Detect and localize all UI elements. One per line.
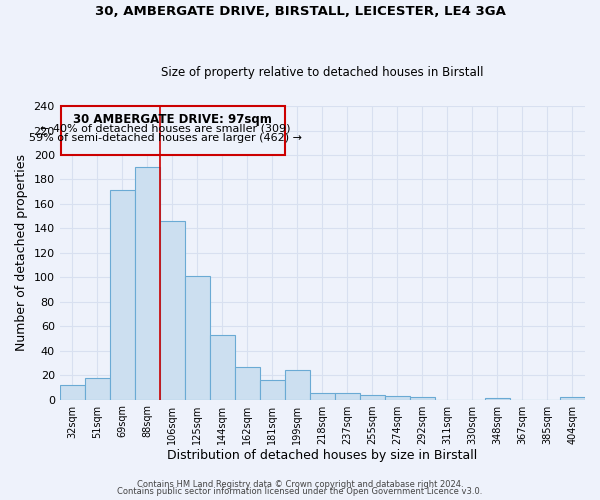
Bar — [235, 366, 260, 400]
Bar — [110, 190, 135, 400]
Bar — [385, 396, 410, 400]
Bar — [560, 397, 585, 400]
Y-axis label: Number of detached properties: Number of detached properties — [15, 154, 28, 352]
Text: 30 AMBERGATE DRIVE: 97sqm: 30 AMBERGATE DRIVE: 97sqm — [73, 114, 272, 126]
X-axis label: Distribution of detached houses by size in Birstall: Distribution of detached houses by size … — [167, 450, 478, 462]
Text: ← 40% of detached houses are smaller (309): ← 40% of detached houses are smaller (30… — [40, 123, 290, 133]
Bar — [185, 276, 210, 400]
Bar — [360, 394, 385, 400]
Text: Contains public sector information licensed under the Open Government Licence v3: Contains public sector information licen… — [118, 488, 482, 496]
Bar — [410, 397, 435, 400]
Bar — [335, 394, 360, 400]
Title: Size of property relative to detached houses in Birstall: Size of property relative to detached ho… — [161, 66, 484, 78]
Bar — [485, 398, 510, 400]
Bar — [285, 370, 310, 400]
Bar — [210, 335, 235, 400]
Text: Contains HM Land Registry data © Crown copyright and database right 2024.: Contains HM Land Registry data © Crown c… — [137, 480, 463, 489]
Bar — [59, 385, 85, 400]
Bar — [260, 380, 285, 400]
Bar — [160, 221, 185, 400]
Text: 30, AMBERGATE DRIVE, BIRSTALL, LEICESTER, LE4 3GA: 30, AMBERGATE DRIVE, BIRSTALL, LEICESTER… — [95, 5, 505, 18]
Bar — [85, 378, 110, 400]
FancyBboxPatch shape — [61, 106, 285, 155]
Bar — [310, 394, 335, 400]
Bar — [135, 167, 160, 400]
Text: 59% of semi-detached houses are larger (462) →: 59% of semi-detached houses are larger (… — [29, 133, 302, 143]
